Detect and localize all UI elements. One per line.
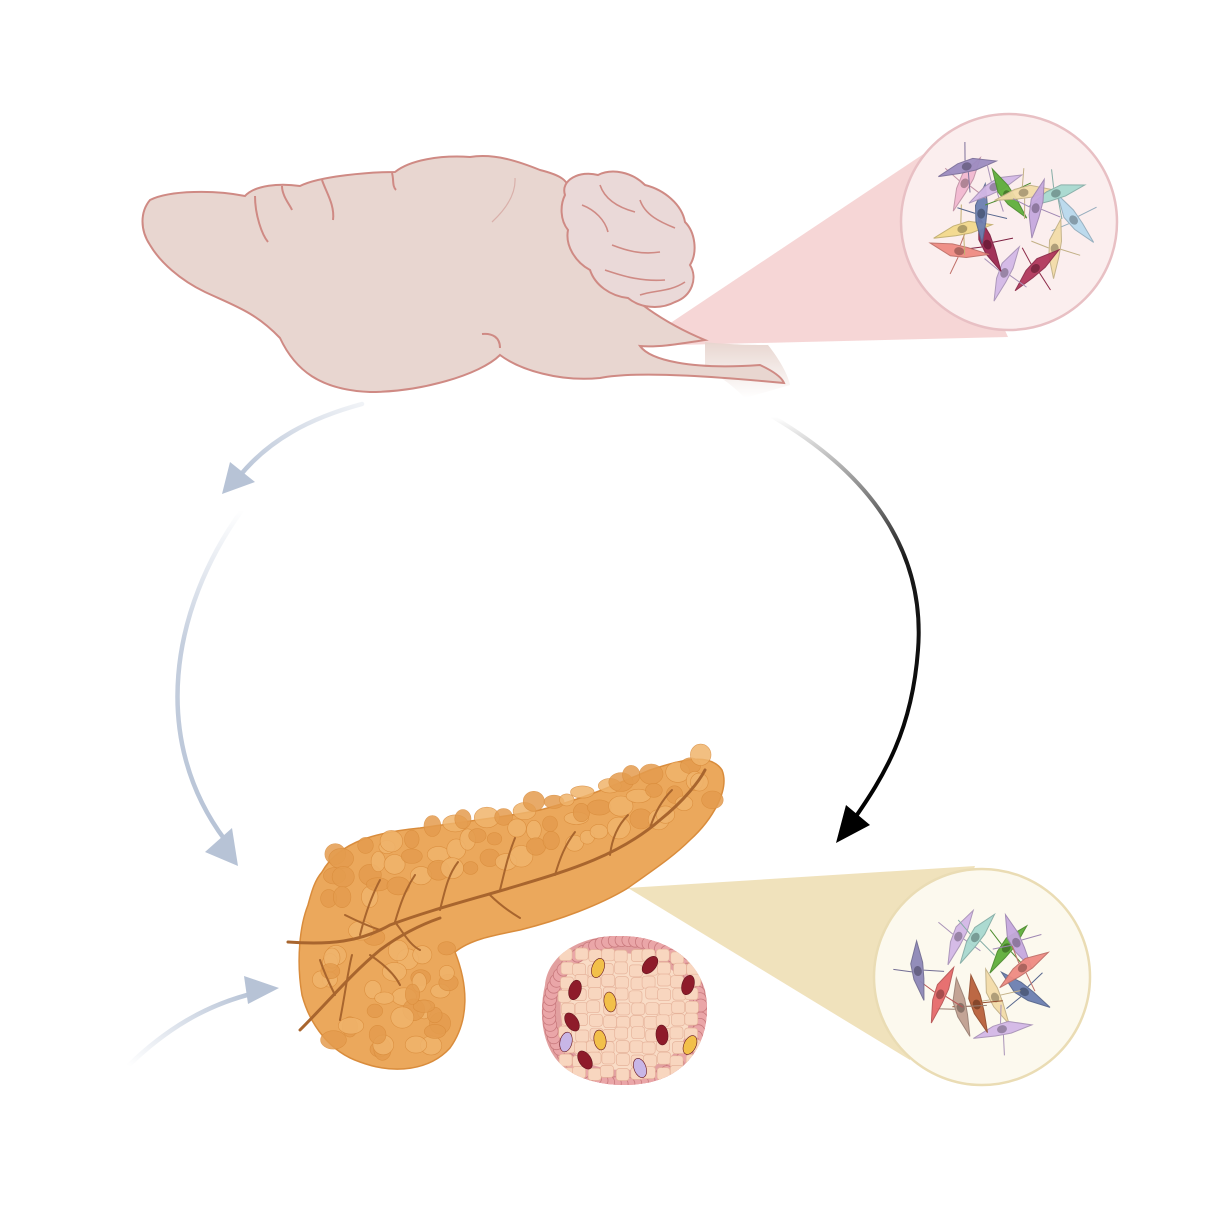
pancreatic-islet	[541, 935, 707, 1086]
brain-outline	[141, 155, 786, 394]
arrowhead-gray	[205, 828, 238, 866]
brain-sulcus	[254, 195, 269, 243]
pancreatic-duct	[286, 768, 707, 1032]
pancreas	[286, 743, 725, 1070]
neuron-cell	[938, 141, 999, 193]
neuron-cell	[919, 965, 964, 1024]
neuron-cell	[1051, 192, 1097, 243]
neuron-cell	[893, 938, 945, 1001]
brain-sulcus	[321, 179, 335, 221]
neuron-cell	[992, 912, 1042, 969]
neuron-cell	[957, 912, 996, 964]
neuron-cell	[984, 245, 1027, 302]
brain	[141, 155, 790, 398]
pancreas-neuron-cluster	[893, 908, 1051, 1056]
brain-neuron-cluster	[928, 141, 1097, 302]
brain-zoom-circle	[899, 112, 1119, 332]
neuron-cell	[957, 181, 1008, 244]
brain-sulcus	[391, 172, 397, 191]
arrow-input-to-pancreas	[125, 976, 279, 1069]
neuron-cell	[999, 945, 1050, 992]
arrow-left-to-pancreas	[175, 507, 245, 866]
arrowhead-gray	[222, 462, 255, 494]
cerebellum	[560, 170, 696, 308]
neuron-cell	[973, 1004, 1034, 1056]
neuron-cell	[1014, 247, 1061, 292]
brain-sulcus	[481, 332, 501, 349]
brain-sulcus	[281, 185, 293, 211]
arrow-brain-to-left	[222, 401, 365, 494]
arrow-brain-to-pancreas-black	[771, 415, 921, 843]
brain-sulcus	[491, 177, 516, 223]
neuron-cell	[1012, 177, 1061, 239]
pancreas-zoom-circle	[872, 867, 1092, 1087]
arrowhead-black	[836, 805, 870, 843]
arrowhead-gray	[244, 976, 279, 1004]
